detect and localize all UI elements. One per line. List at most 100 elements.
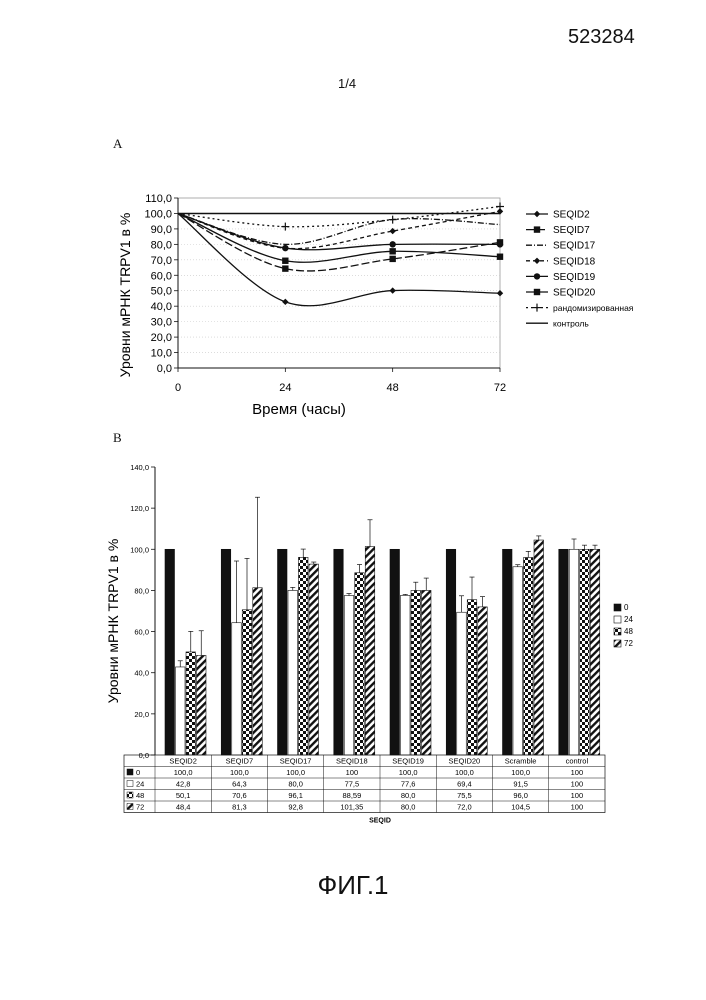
bar bbox=[186, 652, 196, 755]
data-point bbox=[389, 287, 395, 293]
legend-entry: SEQID19 bbox=[553, 272, 596, 283]
x-axis-label: SEQID bbox=[369, 818, 391, 825]
table-cell: 100 bbox=[571, 780, 584, 789]
table-cell: 80,0 bbox=[401, 791, 416, 800]
bar bbox=[232, 623, 242, 755]
figure-caption: ФИГ.1 bbox=[0, 870, 706, 901]
x-tick-label: 48 bbox=[387, 382, 399, 394]
bar bbox=[278, 549, 288, 755]
table-cell: 50,1 bbox=[176, 791, 191, 800]
y-tick-label: 30,0 bbox=[151, 317, 172, 329]
bar bbox=[299, 557, 309, 755]
bar bbox=[365, 547, 375, 755]
bar-chart: 0,020,040,060,080,0100,0120,0140,0Уровни… bbox=[0, 440, 706, 860]
series-line bbox=[178, 207, 500, 227]
legend: SEQID2SEQID7SEQID17SEQID18SEQID19SEQID20… bbox=[526, 210, 634, 329]
legend-swatch bbox=[614, 604, 621, 611]
table-cell: 80,0 bbox=[288, 780, 303, 789]
bar bbox=[334, 549, 344, 755]
y-tick-label: 120,0 bbox=[130, 504, 149, 513]
row-label: 72 bbox=[136, 803, 144, 812]
bar bbox=[503, 549, 513, 755]
data-point bbox=[282, 258, 288, 264]
legend-entry: SEQID7 bbox=[553, 225, 590, 236]
table-cell: 72,0 bbox=[457, 803, 472, 812]
y-tick-label: 0,0 bbox=[157, 363, 172, 375]
category-label: SEQID7 bbox=[226, 757, 254, 766]
legend-entry: контроль bbox=[553, 319, 589, 329]
bar bbox=[165, 549, 175, 755]
legend-marker bbox=[533, 304, 541, 312]
table-cell: 100,0 bbox=[399, 768, 418, 777]
table-cell: 81,3 bbox=[232, 803, 247, 812]
table-cell: 77,5 bbox=[345, 780, 360, 789]
data-point bbox=[281, 223, 289, 231]
table-cell: 104,5 bbox=[511, 803, 530, 812]
table-cell: 100 bbox=[571, 803, 584, 812]
bar bbox=[534, 540, 544, 755]
y-tick-label: 70,0 bbox=[151, 255, 172, 267]
table-cell: 91,5 bbox=[513, 780, 528, 789]
legend-entry: SEQID2 bbox=[553, 210, 590, 221]
bar bbox=[411, 590, 421, 755]
table-cell: 88,59 bbox=[342, 791, 361, 800]
data-point bbox=[282, 245, 288, 251]
legend-marker bbox=[534, 226, 540, 232]
x-axis-label: Время (часы) bbox=[252, 401, 346, 418]
table-cell: 100,0 bbox=[230, 768, 249, 777]
x-tick-label: 24 bbox=[279, 382, 291, 394]
y-axis-label: Уровни мРНК TRPV1 в % bbox=[117, 213, 133, 378]
legend-entry: 0 bbox=[624, 603, 629, 612]
table-cell: 64,3 bbox=[232, 780, 247, 789]
legend-entry: 72 bbox=[624, 639, 633, 648]
row-swatch bbox=[127, 781, 133, 787]
table-cell: 100,0 bbox=[455, 768, 474, 777]
data-point bbox=[389, 248, 395, 254]
data-point bbox=[497, 241, 503, 247]
table-cell: 101,35 bbox=[340, 803, 363, 812]
legend-entry: SEQID17 bbox=[553, 241, 596, 252]
row-label: 48 bbox=[136, 791, 144, 800]
y-tick-label: 110,0 bbox=[145, 193, 172, 205]
table-cell: 77,6 bbox=[401, 780, 416, 789]
y-tick-label: 40,0 bbox=[151, 301, 172, 313]
data-point bbox=[389, 216, 397, 224]
y-tick-label: 80,0 bbox=[151, 239, 172, 251]
bar bbox=[355, 573, 365, 755]
bar bbox=[446, 549, 456, 755]
table-cell: 100 bbox=[571, 791, 584, 800]
x-tick-label: 0 bbox=[175, 382, 181, 394]
line-chart: 0,010,020,030,040,050,060,070,080,090,01… bbox=[0, 0, 706, 440]
table-cell: 96,0 bbox=[513, 791, 528, 800]
y-axis-label: Уровни мРНК TRPV1 в % bbox=[105, 539, 121, 704]
table-cell: 69,4 bbox=[457, 780, 472, 789]
data-point bbox=[496, 203, 504, 211]
bar bbox=[242, 610, 252, 755]
bar bbox=[457, 612, 467, 755]
table-cell: 96,1 bbox=[288, 791, 303, 800]
bar bbox=[559, 549, 569, 755]
bar bbox=[309, 564, 319, 755]
table-cell: 42,8 bbox=[176, 780, 191, 789]
y-tick-label: 60,0 bbox=[151, 270, 172, 282]
data-table: SEQID2SEQID7SEQID17SEQID18SEQID19SEQID20… bbox=[124, 755, 605, 813]
bar bbox=[390, 549, 400, 755]
bar bbox=[197, 655, 207, 755]
category-label: Scramble bbox=[505, 757, 537, 766]
data-point bbox=[282, 299, 288, 305]
category-label: SEQID19 bbox=[392, 757, 424, 766]
bar bbox=[478, 607, 488, 755]
table-cell: 48,4 bbox=[176, 803, 191, 812]
bar bbox=[524, 558, 534, 755]
y-tick-label: 80,0 bbox=[134, 586, 149, 595]
table-cell: 75,5 bbox=[457, 791, 472, 800]
y-tick-label: 20,0 bbox=[134, 710, 149, 719]
row-swatch bbox=[127, 792, 133, 798]
data-point bbox=[389, 256, 395, 262]
y-tick-label: 10,0 bbox=[151, 348, 172, 360]
x-tick-label: 72 bbox=[494, 382, 506, 394]
y-tick-label: 60,0 bbox=[134, 628, 149, 637]
series-line bbox=[178, 213, 500, 271]
series-5 bbox=[178, 213, 503, 263]
legend-marker bbox=[534, 211, 540, 217]
